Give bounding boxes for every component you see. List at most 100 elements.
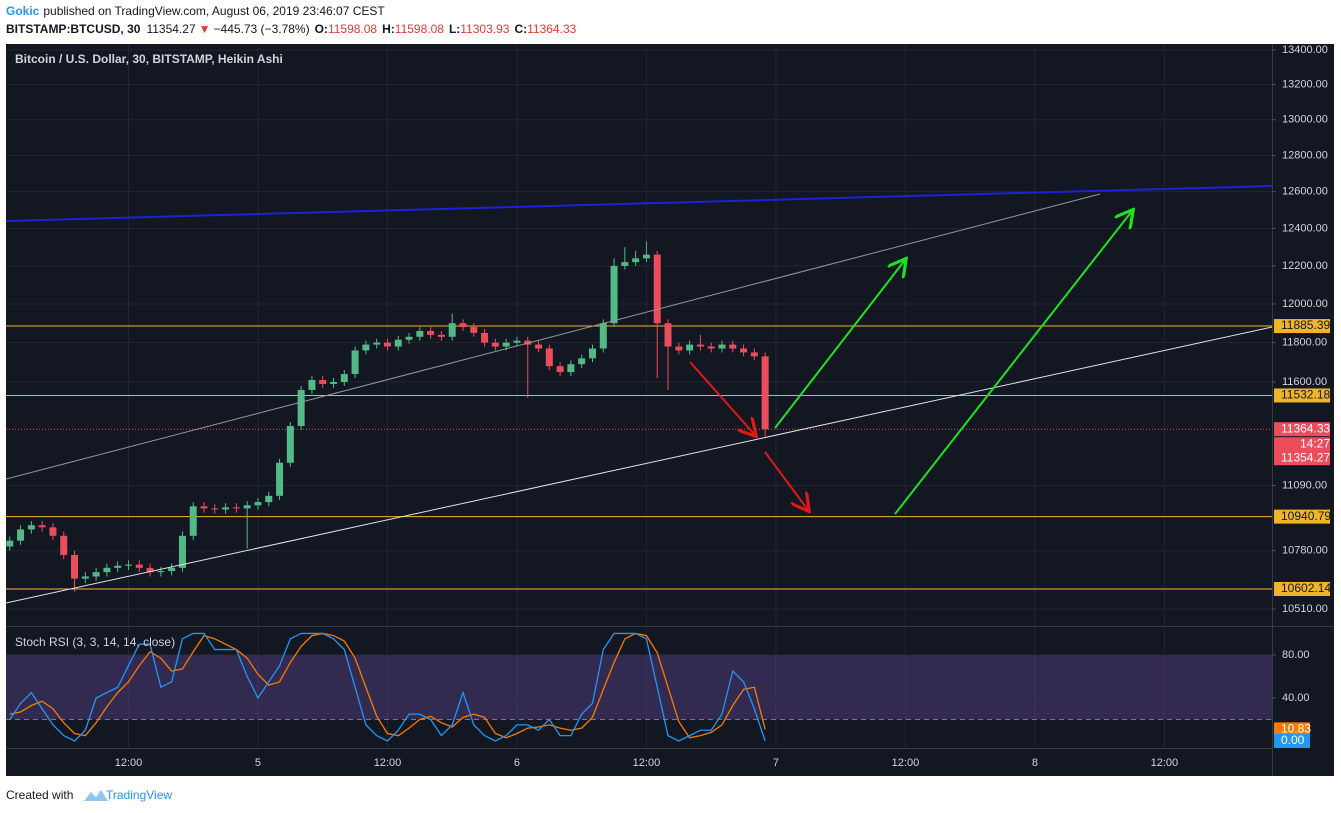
last-value-label: 0.00 — [1281, 733, 1305, 747]
candle-body — [740, 348, 748, 353]
stoch-line — [9, 632, 766, 742]
chart-bg — [6, 44, 1334, 776]
resistance-line — [6, 185, 1272, 222]
indicator-title: Stoch RSI (3, 3, 14, 14, close) — [15, 635, 175, 649]
x-tick-label: 5 — [255, 757, 261, 769]
last-price: 11354.27 — [146, 22, 195, 36]
green-arrow — [894, 211, 1132, 515]
x-tick-label: 6 — [514, 757, 520, 769]
candle-body — [729, 344, 737, 349]
candle-body — [351, 350, 359, 375]
candle-body — [513, 340, 521, 343]
candle-body — [340, 374, 348, 382]
candle-body — [761, 356, 769, 430]
candle-body — [686, 344, 694, 351]
candle-body — [545, 348, 553, 367]
candle-body — [124, 564, 132, 566]
stoch-band — [6, 654, 1272, 720]
candle-body — [243, 505, 251, 509]
candle-body — [653, 254, 661, 324]
candle-body — [578, 358, 586, 365]
candle-body — [394, 339, 402, 347]
candle-body — [448, 323, 456, 337]
candle-body — [502, 342, 510, 347]
level-label: 10602.14 — [1281, 581, 1331, 595]
footer-brand: TradingView — [106, 788, 172, 802]
candle-body — [416, 330, 424, 337]
footer-text: Created with — [6, 788, 73, 802]
y-tick-label: 11600.00 — [1282, 376, 1327, 388]
change-arrow: ▼ — [199, 22, 211, 36]
candle-body — [610, 265, 618, 324]
ohlc-label: L: — [449, 22, 460, 36]
last-value-label: 10.83 — [1281, 722, 1311, 736]
candle-body — [373, 342, 381, 345]
ohlc-value: 11364.33 — [527, 22, 576, 36]
candle-body — [71, 554, 79, 579]
y-tick-label: 13200.00 — [1282, 79, 1328, 91]
drawings — [6, 185, 1272, 604]
ohlc-value: 11303.93 — [460, 22, 509, 36]
y-tick-label: 10780.00 — [1282, 545, 1328, 557]
candle-body — [330, 381, 338, 384]
candle-body — [696, 344, 704, 347]
x-tick-label: 8 — [1032, 757, 1038, 769]
candle-body — [276, 462, 284, 496]
candle-body — [232, 507, 240, 509]
countdown: 14:27 — [1300, 436, 1330, 450]
ohlc-label: C: — [514, 22, 527, 36]
candle-body — [146, 567, 154, 573]
y-tick-label: 12400.00 — [1282, 222, 1328, 234]
candle-body — [383, 342, 391, 347]
grid — [6, 44, 1272, 748]
candle-body — [308, 379, 316, 390]
candle-body — [286, 426, 294, 463]
y-tick-label: 10510.00 — [1282, 603, 1328, 615]
level-tag — [1274, 319, 1330, 334]
candle-body — [556, 366, 564, 373]
candle-body — [599, 323, 607, 349]
candle-body — [6, 540, 14, 547]
candle-body — [265, 495, 273, 503]
candle-body — [38, 525, 46, 528]
candle-body — [297, 389, 305, 427]
x-tick-label: 12:00 — [633, 757, 661, 769]
last-price-label: 11364.33 — [1281, 421, 1330, 435]
x-tick-label: 12:00 — [1151, 757, 1179, 769]
candle-body — [427, 330, 435, 335]
ohlc-value: 11598.08 — [328, 22, 377, 36]
candle-body — [642, 254, 650, 259]
candle-body — [621, 262, 629, 266]
y-tick-label: 13400.00 — [1282, 44, 1328, 56]
level-tag — [1274, 581, 1330, 596]
candle-body — [135, 564, 143, 568]
candle-body — [92, 572, 100, 577]
levels — [6, 325, 1272, 590]
candle-body — [718, 344, 726, 349]
candle-body — [707, 346, 715, 349]
candle-body — [491, 342, 499, 347]
ohlc-value: 11598.08 — [395, 22, 444, 36]
level-tag — [1274, 509, 1330, 524]
candle-body — [470, 327, 478, 333]
candle-body — [60, 535, 68, 555]
x-tick-label: 12:00 — [892, 757, 920, 769]
level-label: 10940.79 — [1281, 509, 1331, 523]
green-arrow — [774, 260, 905, 429]
last-trade-label: 11354.27 — [1281, 450, 1330, 464]
lower-trend-line — [6, 326, 1272, 604]
y-tick-label: 12800.00 — [1282, 149, 1328, 161]
candle-body — [17, 529, 25, 541]
candle-body — [27, 525, 35, 530]
candle-body — [362, 344, 370, 351]
change: −445.73 (−3.78%) — [214, 22, 310, 36]
y-tick-label: 12200.00 — [1282, 260, 1328, 272]
candle-body — [49, 527, 57, 536]
candle-body — [632, 258, 640, 263]
x-tick-label: 7 — [773, 757, 779, 769]
stoch-line — [9, 632, 766, 739]
footer: Created with — [6, 788, 73, 802]
candle-body — [750, 352, 758, 357]
candle-body — [588, 348, 596, 359]
